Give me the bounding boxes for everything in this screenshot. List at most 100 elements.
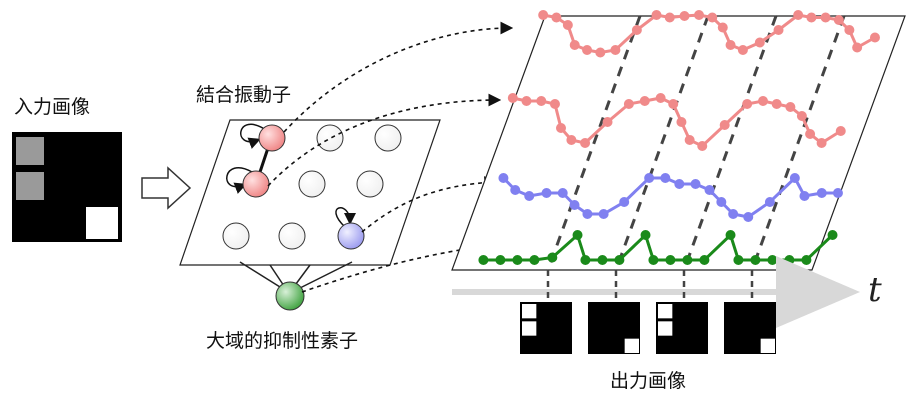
trace-point-blue [598,209,609,219]
output-pixel-bottom-right [760,338,775,353]
output-pixel-bottom-right [624,338,639,353]
trace-line-blue [502,175,838,219]
trace-group [478,10,880,265]
trace-point-red-top [562,20,573,30]
trace-point-red-second [676,117,687,127]
trace-point-blue [541,188,552,198]
trace-point-red-top [869,32,880,43]
trace-point-red-top [806,12,817,23]
trace-point-red-second [796,111,807,121]
coupled-oscillators-label: 結合振動子 [196,84,292,106]
trace-point-green [640,230,651,240]
global-inhibitor-node [275,281,305,311]
oscillator-white-4 [356,170,384,198]
trace-point-red-top [595,47,606,58]
output-pixel-top-left [522,304,537,319]
self-loop-1 [240,123,267,149]
trace-point-red-top [820,12,831,23]
self-loop-3 [335,207,356,228]
trace-point-red-top [737,45,748,55]
trace-point-green [733,255,744,265]
trace-point-red-second [566,135,577,145]
trace-plane [451,15,906,271]
trace-point-red-top [717,22,728,33]
trace-point-green [597,255,608,265]
trace-point-red-top [833,15,844,25]
trace-point-green [725,230,736,240]
trace-point-red-second [668,99,679,109]
trace-point-green [827,230,838,240]
trace-point-blue [743,212,754,222]
trace-point-red-second [742,99,753,109]
trace-point-blue [619,197,630,207]
trace-point-red-second [655,93,666,103]
trace-point-green [699,255,710,265]
output-pixel-mid-left [522,321,537,336]
arrow-to-red-top [283,21,514,133]
trace-point-red-second [758,96,769,106]
oscillators [222,124,402,311]
oscillator-white-6 [278,222,306,250]
trace-point-red-second [580,138,591,148]
hollow-arrow-icon [141,166,192,210]
trace-point-blue [582,209,593,219]
oscillator-white-1 [316,124,344,152]
trace-point-blue [498,173,509,183]
global-inhibitor-label: 大域的抑制性素子 [206,330,359,352]
trace-point-green [512,255,523,265]
trace-point-green [572,230,583,240]
output-image-1 [520,302,572,354]
output-image-4 [724,302,776,354]
trace-point-red-top [538,10,549,20]
trace-point-blue [728,209,739,219]
trace-point-red-top [852,42,863,53]
trace-point-red-second [507,93,518,103]
readout-lines [546,270,754,306]
mapping-arrows [267,21,514,293]
trace-point-red-top [707,12,718,23]
trace-point-red-second [805,129,816,139]
trace-point-red-top [551,12,562,23]
trace-point-green [682,255,693,265]
input-pixel-white [86,207,118,239]
trace-point-red-second [816,138,827,148]
trace-point-blue [660,173,671,183]
time-axis-label: t [868,270,882,310]
input-image [12,132,122,242]
oscillator-red-2 [242,170,270,198]
trace-point-green [495,255,506,265]
time-slice-lines [546,15,846,271]
input-image-label: 入力画像 [14,96,91,118]
trace-point-green [547,252,558,263]
output-image-3 [656,302,708,354]
trace-point-green [767,255,778,265]
trace-point-blue [569,200,580,210]
input-pixel-gray-1 [16,137,44,165]
trace-point-blue [557,188,568,198]
trace-point-green [580,255,591,265]
trace-point-blue [799,191,810,201]
trace-point-red-second [549,99,560,109]
trace-point-blue [524,191,535,201]
trace-point-red-top [582,45,593,55]
oscillator-white-5 [222,222,250,250]
trace-point-green [529,255,540,265]
trace-point-red-top [664,12,675,23]
trace-point-red-second [623,99,634,109]
trace-point-red-top [773,25,784,35]
trace-point-red-second [684,135,695,145]
trace-point-red-second [536,96,547,106]
trace-point-red-top [651,10,662,20]
output-image-label: 出力画像 [610,370,687,392]
output-image-2 [588,302,640,354]
trace-point-green [478,255,489,265]
trace-point-red-second [835,126,846,136]
trace-point-green [784,255,795,265]
trace-point-blue [510,185,521,195]
arrow-to-blue [361,176,498,233]
trace-point-red-top [793,10,804,20]
trace-point-green [648,255,659,265]
trace-point-red-second [697,141,708,151]
trace-point-green [750,255,761,265]
